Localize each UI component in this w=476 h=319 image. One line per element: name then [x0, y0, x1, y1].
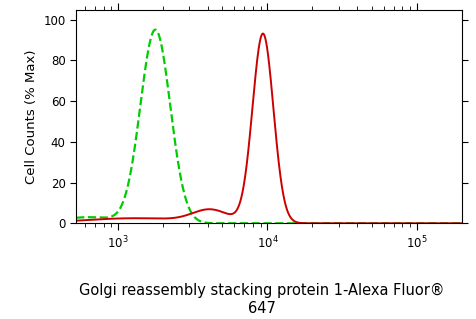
Text: Golgi reassembly stacking protein 1-Alexa Fluor®
647: Golgi reassembly stacking protein 1-Alex…	[79, 283, 445, 316]
Y-axis label: Cell Counts (% Max): Cell Counts (% Max)	[25, 49, 38, 184]
